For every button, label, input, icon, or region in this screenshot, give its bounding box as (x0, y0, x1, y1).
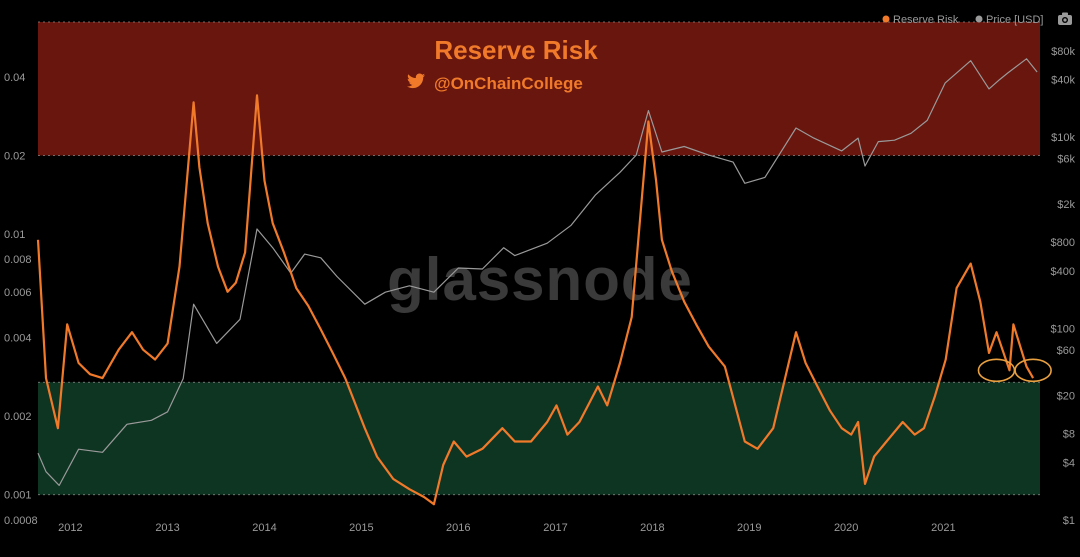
legend: Reserve Risk Price [USD] (882, 14, 1043, 26)
legend-label-price: Price [USD] (986, 14, 1043, 26)
twitter-handle: @OnChainCollege (434, 74, 583, 93)
highlight-circle-2 (1014, 358, 1052, 383)
x-tick-label: 2021 (931, 522, 955, 534)
x-tick-label: 2018 (640, 522, 664, 534)
right-tick-label: $4 (1063, 457, 1075, 469)
right-tick-label: $800 (1051, 237, 1075, 249)
right-tick-label: $20 (1057, 391, 1075, 403)
legend-swatch-price (975, 15, 983, 23)
left-tick-label: 0.006 (4, 287, 32, 299)
left-tick-label: 0.001 (4, 490, 32, 502)
x-tick-label: 2017 (543, 522, 567, 534)
left-tick-label: 0.04 (4, 72, 25, 84)
zone-high-risk (38, 22, 1040, 156)
risk-zones (38, 21, 1040, 496)
zone-low-risk (38, 382, 1040, 495)
left-tick-label: 0.02 (4, 150, 25, 162)
camera-icon[interactable] (1058, 12, 1072, 26)
right-tick-label: $400 (1051, 266, 1075, 278)
glassnode-watermark: glassnode (387, 246, 693, 313)
right-tick-label: $10k (1051, 132, 1075, 144)
right-tick-label: $1 (1063, 515, 1075, 527)
chart-title: Reserve Risk (434, 35, 598, 65)
left-axis-ticks: 0.0008 0.001 0.002 0.004 0.006 0.008 0.01 0.02 0… (4, 72, 38, 527)
right-tick-label: $60 (1057, 345, 1075, 357)
right-axis-ticks: $1 $4 $8 $20 $60 $100 $400 $800 $2k $6k $10k $40k $8… (1051, 46, 1076, 527)
left-tick-label: 0.002 (4, 411, 32, 423)
right-tick-label: $100 (1051, 324, 1075, 336)
x-tick-label: 2019 (737, 522, 761, 534)
left-tick-label: 0.01 (4, 229, 25, 241)
right-tick-label: $8 (1063, 429, 1075, 441)
right-tick-label: $2k (1057, 199, 1075, 211)
legend-swatch-reserve-risk (882, 15, 890, 23)
left-tick-label: 0.004 (4, 333, 32, 345)
series-lines (36, 58, 1038, 506)
x-tick-label: 2016 (446, 522, 470, 534)
series-line-price-usd (37, 58, 1038, 486)
right-tick-label: $6k (1057, 153, 1075, 165)
legend-label-reserve-risk: Reserve Risk (893, 14, 959, 26)
x-axis-ticks: 2012 2013 2014 2015 2016 2017 2018 2019 2020 2021 (58, 522, 955, 534)
x-tick-label: 2014 (252, 522, 276, 534)
right-tick-label: $80k (1051, 46, 1075, 58)
x-tick-label: 2020 (834, 522, 858, 534)
circle-annotations (977, 358, 1052, 383)
series-line-reserve-risk (36, 94, 1035, 506)
twitter-icon (407, 73, 425, 89)
x-tick-label: 2013 (155, 522, 179, 534)
x-tick-label: 2012 (58, 522, 82, 534)
left-tick-label: 0.0008 (4, 515, 38, 527)
x-tick-label: 2015 (349, 522, 373, 534)
right-tick-label: $40k (1051, 75, 1075, 87)
left-tick-label: 0.008 (4, 254, 32, 266)
